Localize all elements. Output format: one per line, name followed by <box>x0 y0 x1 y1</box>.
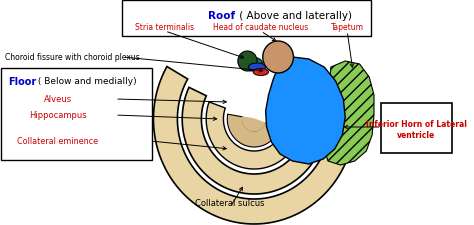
Text: Head of caudate nucleus: Head of caudate nucleus <box>213 23 309 32</box>
Ellipse shape <box>242 58 263 72</box>
FancyBboxPatch shape <box>122 1 371 37</box>
Ellipse shape <box>253 69 268 76</box>
Text: Collateral sulcus: Collateral sulcus <box>195 199 265 208</box>
Polygon shape <box>227 115 279 147</box>
Text: Roof: Roof <box>208 11 235 21</box>
Text: Stria terminalis: Stria terminalis <box>136 23 194 32</box>
Text: Choroid fissure with choroid plexus: Choroid fissure with choroid plexus <box>5 53 139 62</box>
Text: Inferior Horn of Lateral
ventricle: Inferior Horn of Lateral ventricle <box>366 120 466 139</box>
Text: Floor: Floor <box>8 77 36 87</box>
Polygon shape <box>182 88 326 194</box>
Polygon shape <box>324 62 374 165</box>
Text: ( Above and laterally): ( Above and laterally) <box>236 11 352 21</box>
Text: Hippocampus: Hippocampus <box>29 111 86 120</box>
FancyBboxPatch shape <box>381 104 452 153</box>
Text: Alveus: Alveus <box>44 95 72 104</box>
Circle shape <box>238 52 257 72</box>
Polygon shape <box>154 67 355 224</box>
FancyBboxPatch shape <box>1 69 152 160</box>
Polygon shape <box>265 58 345 164</box>
Text: ( Below and medially): ( Below and medially) <box>35 77 136 86</box>
Circle shape <box>263 42 293 74</box>
Text: Tapetum: Tapetum <box>331 23 364 32</box>
Ellipse shape <box>248 64 265 72</box>
Polygon shape <box>206 102 301 169</box>
Polygon shape <box>243 117 265 131</box>
Text: Collateral eminence: Collateral eminence <box>17 137 98 146</box>
